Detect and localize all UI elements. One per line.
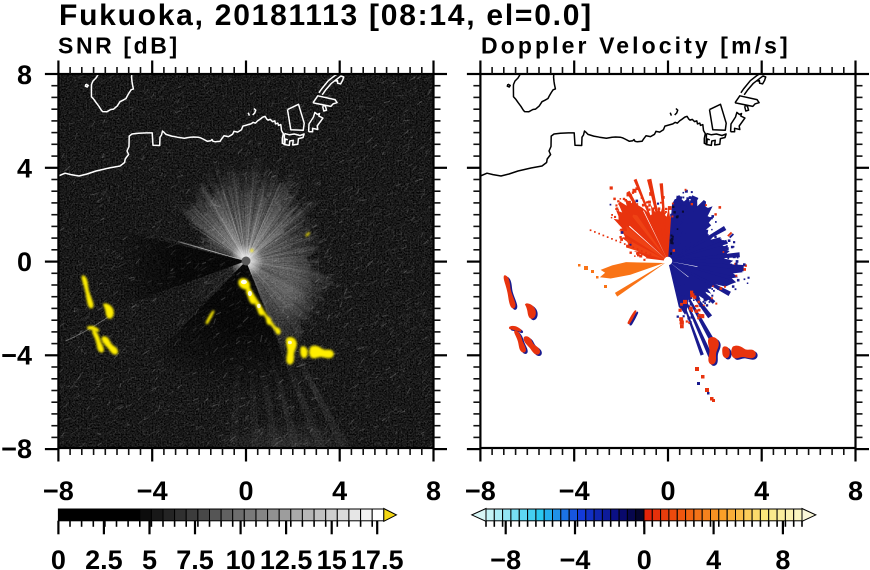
- svg-text:8: 8: [775, 545, 790, 570]
- svg-text:0: 0: [238, 476, 253, 506]
- svg-text:−8: −8: [465, 476, 496, 506]
- svg-text:0: 0: [637, 545, 652, 570]
- svg-text:12.5: 12.5: [260, 545, 313, 570]
- svg-text:2.5: 2.5: [85, 545, 123, 570]
- svg-text:4: 4: [754, 476, 769, 506]
- svg-text:Fukuoka, 20181113 [08:14, el=0: Fukuoka, 20181113 [08:14, el=0.0]: [59, 0, 593, 32]
- svg-text:10: 10: [226, 545, 256, 570]
- svg-text:7.5: 7.5: [176, 545, 214, 570]
- svg-text:4: 4: [706, 545, 721, 570]
- svg-text:−4: −4: [137, 476, 168, 506]
- svg-text:−8: −8: [490, 545, 521, 570]
- svg-text:−8: −8: [43, 476, 74, 506]
- svg-text:0: 0: [17, 247, 32, 277]
- svg-text:SNR [dB]: SNR [dB]: [58, 33, 180, 59]
- svg-text:0: 0: [51, 545, 66, 570]
- svg-text:−4: −4: [560, 545, 591, 570]
- svg-text:0: 0: [660, 476, 675, 506]
- svg-text:4: 4: [332, 476, 347, 506]
- svg-text:17.5: 17.5: [351, 545, 404, 570]
- svg-text:8: 8: [848, 476, 863, 506]
- svg-text:−8: −8: [1, 434, 32, 464]
- svg-text:Doppler Velocity [m/s]: Doppler Velocity [m/s]: [481, 33, 791, 59]
- svg-text:8: 8: [17, 60, 32, 90]
- svg-text:−4: −4: [1, 340, 32, 370]
- svg-text:5: 5: [142, 545, 157, 570]
- svg-text:−4: −4: [559, 476, 590, 506]
- svg-text:8: 8: [426, 476, 441, 506]
- svg-text:4: 4: [17, 153, 32, 183]
- svg-text:15: 15: [317, 545, 347, 570]
